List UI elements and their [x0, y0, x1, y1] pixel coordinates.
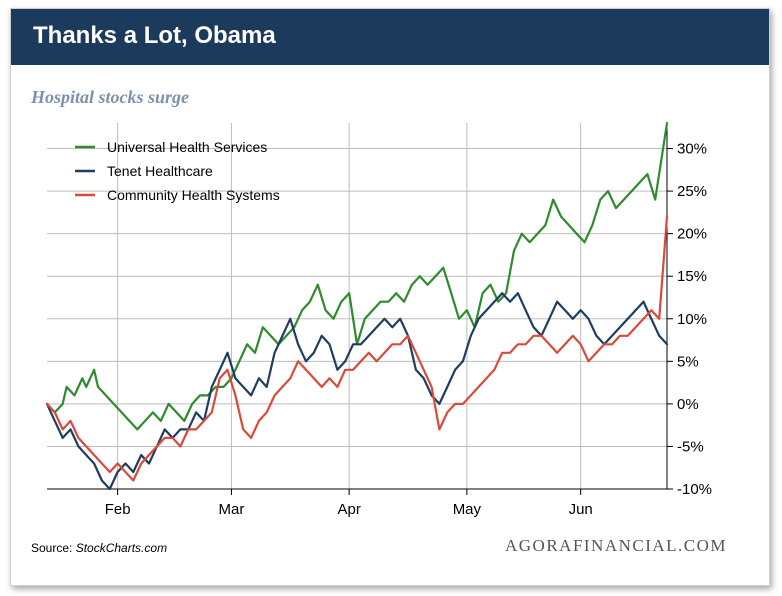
x-tick-label: Mar	[219, 501, 245, 518]
series-line-2	[45, 292, 669, 491]
chart-axes: 30% 25% 20% 15% 10% 5% 0% -5% -10% Feb Mar Apr May Ju…	[47, 123, 712, 518]
source-note: Source: StockCharts.com	[31, 541, 167, 555]
brand-logo-text: AGORAFINANCIAL.COM	[505, 536, 728, 555]
title-bar: Thanks a Lot, Obama	[11, 9, 769, 65]
y-tick-label: -5%	[677, 438, 704, 455]
line-chart: 30% 25% 20% 15% 10% 5% 0% -5% -10% Feb Mar Apr May Ju…	[45, 121, 712, 518]
y-tick-label: 15%	[677, 268, 707, 285]
y-tick-label: 10%	[677, 311, 707, 328]
series-line-1	[45, 121, 669, 431]
series-line-3	[45, 215, 669, 482]
y-tick-label: 30%	[677, 141, 707, 158]
chart-subtitle: Hospital stocks surge	[31, 87, 190, 107]
y-tick-label: 25%	[677, 183, 707, 200]
chart-card: Thanks a Lot, Obama Hospital stocks surg…	[10, 8, 770, 586]
chart-legend: Universal Health Services Tenet Healthcar…	[75, 139, 280, 203]
series-layer	[45, 121, 669, 491]
x-tick-label: Jun	[569, 501, 593, 518]
source-label: Source:	[31, 541, 73, 555]
y-tick-label: -10%	[677, 481, 712, 498]
x-tick-label: May	[453, 501, 482, 518]
x-tick-label: Apr	[337, 501, 360, 518]
source-site: StockCharts.com	[75, 541, 168, 555]
legend-label: Universal Health Services	[107, 139, 267, 155]
legend-label: Tenet Healthcare	[107, 163, 213, 179]
y-tick-label: 0%	[677, 396, 699, 413]
page-title: Thanks a Lot, Obama	[33, 22, 276, 49]
legend-label: Community Health Systems	[107, 187, 280, 203]
y-tick-label: 5%	[677, 353, 699, 370]
x-tick-label: Feb	[105, 501, 131, 518]
y-tick-label: 20%	[677, 226, 707, 243]
